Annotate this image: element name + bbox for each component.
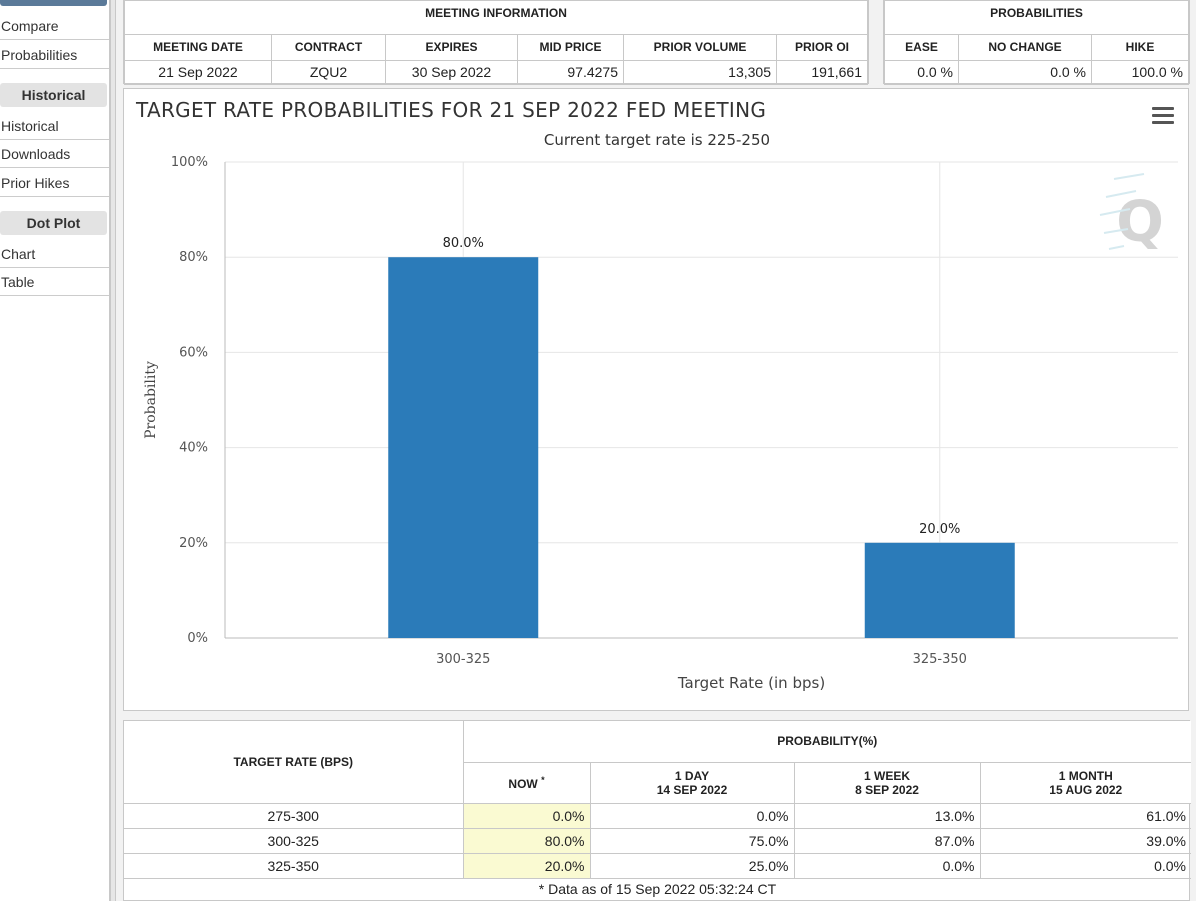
now-cell: 80.0% [462, 827, 591, 854]
quikstrike-logo-watermark: Q [1116, 190, 1164, 255]
y-axis-title: Probability [143, 361, 159, 439]
col-1-day-label: 1 DAY [674, 768, 710, 783]
week-cell: 0.0% [793, 852, 981, 879]
table-row: 275-300 0.0% 0.0% 13.0% 61.0% [124, 802, 1191, 829]
chart-subtitle: Current target rate is 225-250 [543, 131, 771, 149]
day-cell: 0.0% [589, 802, 795, 829]
sidebar-nav: Compare Probabilities Historical Histori… [0, 0, 110, 901]
col-expires: EXPIRES [385, 33, 518, 61]
no-change-value: 0.0 % [958, 59, 1092, 86]
col-no-change: NO CHANGE [958, 33, 1092, 61]
sidebar-item-prior-hikes[interactable]: Prior Hikes [0, 169, 109, 197]
sidebar-item-historical[interactable]: Historical [0, 112, 109, 140]
month-cell: 61.0% [979, 802, 1191, 829]
data-label: 20.0% [919, 522, 960, 537]
y-tick-label: 60% [179, 345, 208, 360]
col-1-day: 1 DAY 14 SEP 2022 [589, 761, 795, 804]
col-1-week: 1 WEEK 8 SEP 2022 [793, 761, 981, 804]
sidebar-item-probabilities[interactable]: Probabilities [0, 41, 109, 69]
bar-chart: 0% 20% 40% 60% 80% 100% 80.0% 300-325 20.0% 325-3… [143, 155, 1178, 692]
col-prior-volume: PRIOR VOLUME [623, 33, 777, 61]
col-1-week-label: 1 WEEK [863, 768, 910, 783]
x-tick-label: 300-325 [436, 652, 490, 667]
hike-value: 100.0 % [1091, 59, 1189, 86]
col-mid-price: MID PRICE [517, 33, 624, 61]
col-prior-oi: PRIOR OI [776, 33, 868, 61]
day-cell: 75.0% [589, 827, 795, 854]
table-row: 325-350 20.0% 25.0% 0.0% 0.0% [124, 852, 1191, 879]
y-tick-label: 0% [187, 631, 208, 646]
sidebar-item-downloads[interactable]: Downloads [0, 140, 109, 168]
data-timestamp-footnote: * Data as of 15 Sep 2022 05:32:24 CT [538, 881, 777, 898]
sidebar-header-historical[interactable]: Historical [0, 83, 107, 107]
table-row: 300-325 80.0% 75.0% 87.0% 39.0% [124, 827, 1191, 854]
col-1-month-date: 15 AUG 2022 [1049, 782, 1123, 797]
col-meeting-date: MEETING DATE [124, 33, 272, 61]
probabilities-title: PROBABILITIES [884, 1, 1189, 35]
sidebar-item-compare[interactable]: Compare [0, 12, 109, 40]
bar [388, 257, 539, 638]
y-tick-label: 20% [179, 536, 208, 551]
contract-value: ZQU2 [271, 59, 386, 86]
sidebar-header-dot-plot[interactable]: Dot Plot [0, 211, 107, 235]
hamburger-menu-icon[interactable] [1152, 107, 1174, 125]
watermark-stroke [1099, 208, 1131, 216]
rate-cell: 275-300 [124, 802, 464, 829]
rate-cell: 300-325 [124, 827, 464, 854]
col-ease: EASE [884, 33, 959, 61]
prior-volume-value: 13,305 [623, 59, 777, 86]
sidebar-item-table[interactable]: Table [0, 268, 109, 296]
current-tab-edge[interactable] [0, 0, 107, 6]
col-contract: CONTRACT [271, 33, 386, 61]
now-cell: 20.0% [462, 852, 591, 879]
y-tick-label: 80% [179, 250, 208, 265]
now-cell: 0.0% [462, 802, 591, 829]
x-axis-title: Target Rate (in bps) [677, 674, 825, 692]
col-target-rate: TARGET RATE (BPS) [124, 721, 464, 804]
probability-header: PROBABILITY(%) [462, 721, 1191, 763]
col-1-month-label: 1 MONTH [1058, 768, 1113, 783]
col-now-label: NOW [508, 776, 538, 791]
bar [864, 542, 1015, 638]
chart-panel: TARGET RATE PROBABILITIES FOR 21 SEP 202… [123, 88, 1189, 711]
watermark-stroke [1105, 190, 1137, 198]
y-tick-label: 100% [171, 155, 208, 170]
expires-value: 30 Sep 2022 [385, 59, 518, 86]
probability-table-panel: TARGET RATE (BPS) PROBABILITY(%) NOW * 1… [123, 720, 1191, 901]
prior-oi-value: 191,661 [776, 59, 868, 86]
col-1-month: 1 MONTH 15 AUG 2022 [979, 761, 1191, 804]
col-now: NOW * [462, 761, 591, 804]
y-tick-label: 40% [179, 441, 208, 456]
day-cell: 25.0% [589, 852, 795, 879]
probabilities-panel: PROBABILITIES EASE NO CHANGE HIKE 0.0 % … [883, 0, 1190, 86]
week-cell: 87.0% [793, 827, 981, 854]
chart-title: TARGET RATE PROBABILITIES FOR 21 SEP 202… [136, 98, 767, 122]
week-cell: 13.0% [793, 802, 981, 829]
rate-cell: 325-350 [124, 852, 464, 879]
col-now-mark: * [541, 774, 545, 785]
ease-value: 0.0 % [884, 59, 959, 86]
meeting-info-panel: MEETING INFORMATION MEETING DATE CONTRAC… [123, 0, 869, 86]
watermark-stroke [1108, 245, 1125, 250]
sidebar-splitter[interactable] [110, 0, 116, 901]
data-label: 80.0% [443, 236, 484, 251]
month-cell: 39.0% [979, 827, 1191, 854]
mid-price-value: 97.4275 [517, 59, 624, 86]
watermark-stroke [1103, 228, 1129, 234]
col-1-week-date: 8 SEP 2022 [855, 782, 919, 797]
meeting-date-value: 21 Sep 2022 [124, 59, 272, 86]
col-hike: HIKE [1091, 33, 1189, 61]
meeting-info-title: MEETING INFORMATION [124, 1, 868, 35]
col-1-day-date: 14 SEP 2022 [656, 782, 728, 797]
sidebar-item-chart[interactable]: Chart [0, 240, 109, 268]
watermark-stroke [1113, 173, 1145, 180]
x-tick-label: 325-350 [913, 652, 967, 667]
month-cell: 0.0% [979, 852, 1191, 879]
